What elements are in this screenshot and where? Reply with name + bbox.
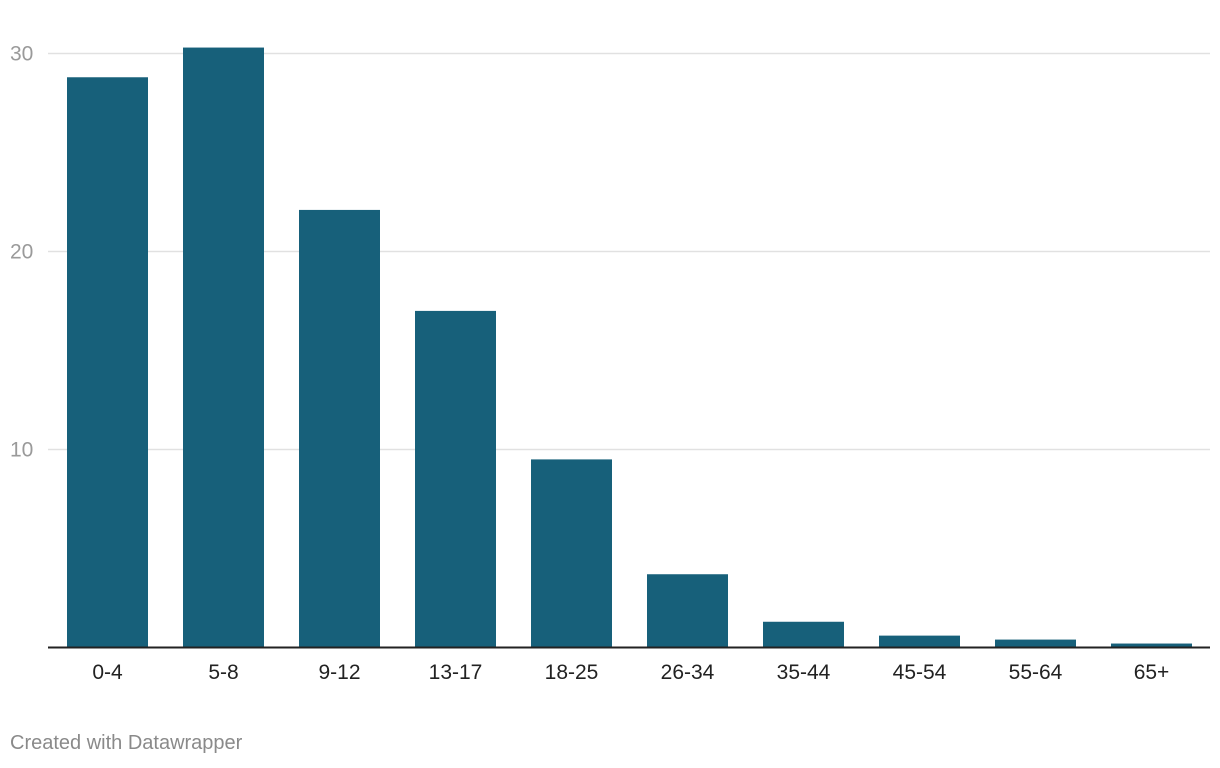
x-tick-label: 5-8 [208, 661, 238, 684]
bar-26-34 [647, 574, 728, 648]
x-tick-label: 9-12 [318, 661, 360, 684]
y-axis-ticks: 10 20 30 [10, 43, 33, 462]
bar-9-12 [299, 209, 380, 648]
y-tick-label: 20 [10, 241, 33, 264]
bar-18-25 [531, 459, 612, 648]
bar-35-44 [763, 621, 844, 648]
bar-45-54 [879, 635, 960, 648]
x-tick-label: 45-54 [893, 661, 947, 684]
x-tick-label: 65+ [1134, 661, 1170, 684]
bar-13-17 [415, 310, 496, 648]
bar-55-64 [995, 639, 1076, 648]
datawrapper-credit: Created with Datawrapper [10, 732, 243, 754]
x-tick-label: 35-44 [777, 661, 831, 684]
x-axis-ticks: 0-4 5-8 9-12 13-17 18-25 26-34 35-44 45-54 55-64… [92, 661, 1169, 684]
x-tick-label: 13-17 [429, 661, 483, 684]
x-tick-label: 26-34 [661, 661, 715, 684]
bar-65+ [1111, 643, 1192, 648]
bar-5-8 [183, 47, 264, 648]
x-tick-label: 18-25 [545, 661, 599, 684]
x-tick-label: 0-4 [92, 661, 123, 684]
x-tick-label: 55-64 [1009, 661, 1063, 684]
y-tick-label: 10 [10, 439, 33, 462]
bars [67, 47, 1192, 648]
y-tick-label: 30 [10, 43, 33, 66]
bar-0-4 [67, 77, 148, 648]
